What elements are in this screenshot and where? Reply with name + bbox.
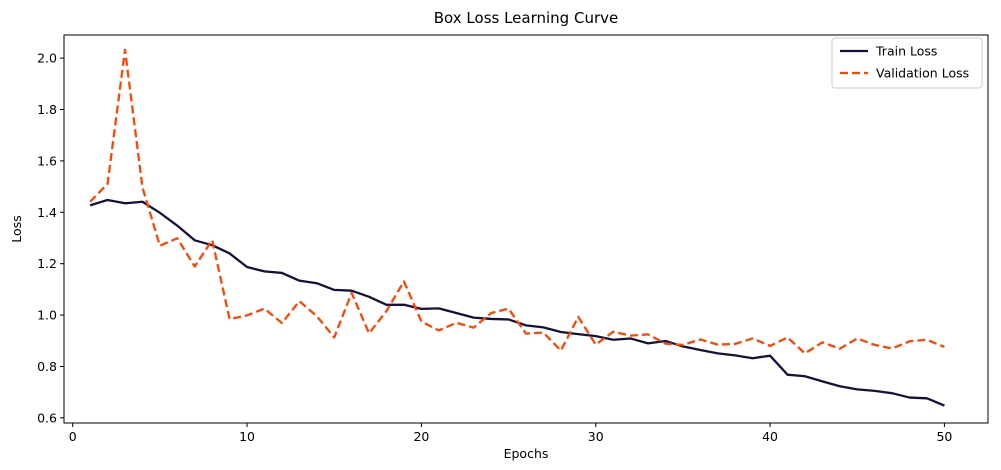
series-line-validation-loss bbox=[89, 48, 945, 355]
x-tick-label: 30 bbox=[588, 429, 604, 444]
y-tick-label: 1.0 bbox=[37, 308, 57, 323]
chart-title: Box Loss Learning Curve bbox=[434, 9, 618, 27]
x-tick-label: 0 bbox=[69, 429, 77, 444]
legend-box bbox=[831, 37, 983, 89]
legend-label-train-loss: Train Loss bbox=[875, 44, 937, 59]
y-tick-label: 0.8 bbox=[37, 359, 57, 374]
legend-label-validation-loss: Validation Loss bbox=[876, 66, 969, 81]
y-tick-label: 2.0 bbox=[37, 51, 57, 66]
y-tick-label: 0.6 bbox=[37, 410, 57, 425]
x-tick-label: 20 bbox=[413, 429, 429, 444]
y-tick-label: 1.4 bbox=[37, 205, 57, 220]
y-axis-label: Loss bbox=[9, 215, 24, 242]
x-tick-label: 50 bbox=[936, 429, 952, 444]
y-tick-label: 1.2 bbox=[37, 256, 57, 271]
x-axis-label: Epochs bbox=[504, 446, 549, 461]
legend: Train Loss Validation Loss bbox=[831, 37, 983, 89]
x-tick-label: 10 bbox=[239, 429, 255, 444]
y-tick-label: 1.8 bbox=[37, 102, 57, 117]
y-tick-label: 1.6 bbox=[37, 153, 57, 168]
plot-frame bbox=[63, 34, 989, 424]
plot-area: 0 10 20 30 40 50 0.6 0.8 1.0 1.2 1.4 1.6 1.8 2.0 Train… bbox=[37, 34, 989, 444]
x-tick-label: 40 bbox=[762, 429, 778, 444]
